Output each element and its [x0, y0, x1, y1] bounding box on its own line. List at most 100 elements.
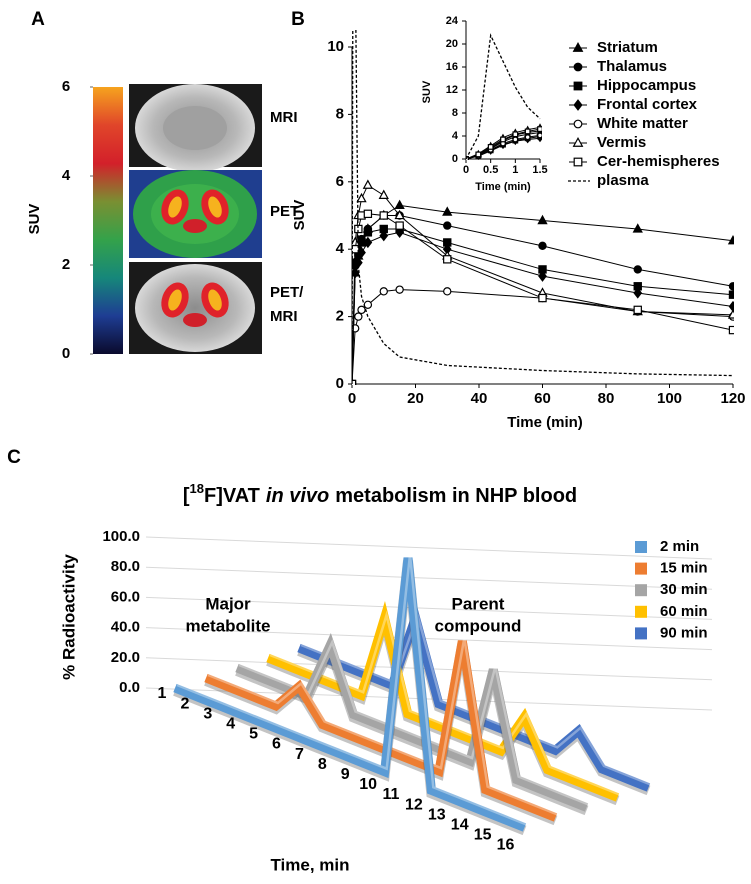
- y-tick-label: 6: [62, 78, 70, 95]
- ribbon-highlight: [176, 554, 527, 826]
- plot-area: [352, 30, 734, 385]
- marker: [466, 156, 469, 160]
- x-tick-label: 1.5: [532, 164, 547, 176]
- annotation: Parent: [452, 594, 505, 613]
- marker: [395, 221, 404, 230]
- marker: [379, 287, 388, 296]
- ribbon: [204, 640, 558, 822]
- title-part: [: [183, 485, 190, 507]
- marker: [573, 99, 583, 111]
- marker: [524, 128, 531, 135]
- marker: [538, 270, 547, 282]
- x-tick-label: 7: [295, 746, 304, 763]
- series-line: [352, 289, 734, 385]
- y-tick-label: 12: [446, 84, 458, 96]
- x-tick-label: 5: [249, 726, 258, 743]
- y-axis-label: SUV: [291, 200, 308, 231]
- legend-label: Striatum: [597, 39, 658, 56]
- panel-label: C: [7, 447, 21, 468]
- legend-label: Thalamus: [597, 58, 667, 75]
- x-tick-label: 0: [463, 164, 469, 176]
- series-line: [466, 33, 541, 160]
- x-axis-label: Time (min): [475, 181, 531, 193]
- marker: [727, 309, 734, 319]
- x-tick-label: 120: [720, 390, 745, 407]
- series-line: [352, 228, 734, 385]
- title-part: F]VAT: [204, 485, 260, 507]
- plot-area: [466, 33, 542, 160]
- marker: [512, 136, 519, 143]
- x-axis-label: Time, min: [270, 855, 349, 874]
- ribbon-highlight: [207, 637, 558, 816]
- marker: [379, 230, 389, 242]
- legend-swatch: [635, 627, 647, 640]
- x-tick-label: 16: [497, 837, 515, 854]
- marker: [524, 134, 531, 141]
- grid-line: [145, 596, 713, 620]
- marker: [537, 214, 548, 225]
- x-tick-label: 10: [359, 776, 377, 793]
- legend-label: Vermis: [597, 134, 646, 151]
- y-tick-label: 4: [336, 240, 345, 257]
- marker: [728, 282, 734, 291]
- y-tick-label: 4: [452, 130, 459, 142]
- y-axis-label: % Radioactivity: [59, 554, 78, 680]
- x-tick-label: 13: [428, 806, 446, 823]
- marker: [538, 241, 547, 251]
- annotation: Major: [205, 594, 251, 613]
- x-tick-label: 11: [383, 786, 400, 803]
- chart-title: [18F]VAT in vivo metabolism in NHP blood: [183, 481, 577, 507]
- marker: [573, 119, 583, 129]
- marker: [537, 126, 542, 133]
- y-tick-label: 4: [62, 167, 71, 184]
- y-tick-label: 20: [446, 38, 458, 50]
- image-label: MRI: [270, 109, 298, 126]
- marker: [442, 206, 453, 216]
- y-tick-label: 0.0: [119, 679, 140, 696]
- series-line: [352, 30, 734, 385]
- marker: [352, 379, 357, 385]
- legend-label: 30 min: [660, 581, 708, 598]
- x-tick-label: 2: [180, 695, 189, 712]
- marker: [394, 199, 405, 210]
- x-tick-label: 80: [598, 390, 615, 407]
- x-tick-label: 9: [341, 766, 350, 783]
- marker: [728, 325, 734, 335]
- y-tick-label: 20.0: [111, 649, 140, 666]
- y-tick-label: 6: [336, 173, 344, 190]
- image-label: PET: [270, 203, 299, 220]
- x-tick-label: 6: [272, 736, 281, 753]
- y-tick-label: 8: [336, 105, 344, 122]
- legend-label: plasma: [597, 172, 649, 189]
- legend-label: 15 min: [660, 560, 708, 577]
- marker: [363, 209, 373, 219]
- y-tick-label: 80.0: [111, 558, 140, 575]
- legend-swatch: [635, 584, 647, 597]
- marker: [395, 226, 404, 239]
- marker: [633, 305, 642, 315]
- legend-swatch: [635, 605, 647, 618]
- title-italic: in vivo: [266, 485, 329, 507]
- y-tick-label: 10: [327, 38, 344, 55]
- marker: [537, 132, 542, 139]
- marker: [362, 179, 374, 189]
- legend-swatch: [635, 562, 647, 575]
- y-tick-label: 24: [446, 15, 459, 27]
- marker: [394, 209, 405, 220]
- x-tick-label: 20: [407, 390, 424, 407]
- y-tick-label: 8: [452, 107, 458, 119]
- marker: [363, 300, 373, 310]
- x-tick-label: 8: [318, 756, 327, 773]
- marker: [573, 62, 583, 72]
- marker: [633, 265, 642, 274]
- y-axis-label: SUV: [421, 80, 433, 103]
- x-tick-label: 12: [405, 796, 423, 813]
- marker: [395, 285, 404, 294]
- mri-image: [129, 84, 262, 172]
- x-axis-label: Time (min): [507, 414, 583, 431]
- marker: [572, 137, 584, 147]
- x-tick-label: 3: [203, 705, 212, 722]
- y-tick-label: 0: [452, 153, 458, 165]
- marker: [357, 305, 366, 315]
- annotation: compound: [435, 616, 522, 635]
